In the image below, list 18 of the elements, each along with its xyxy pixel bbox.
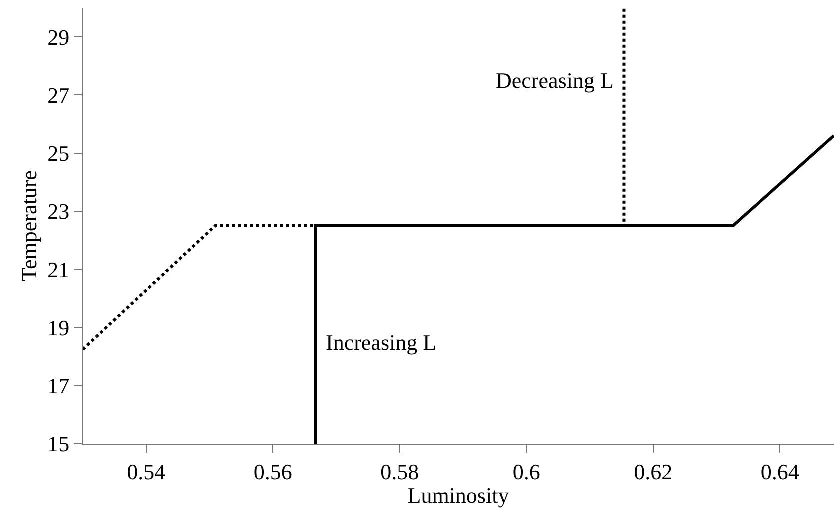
y-tick-label: 23 (48, 199, 70, 224)
y-tick-label: 27 (48, 82, 70, 108)
y-tick-label: 29 (48, 24, 70, 50)
y-tick-label: 25 (48, 141, 70, 166)
x-axis-title: Luminosity (408, 483, 510, 508)
y-tick-label: 15 (48, 432, 70, 457)
y-tick-label: 17 (48, 374, 70, 399)
y-axis-title: Temperature (16, 170, 42, 282)
x-tick-label: 0.6 (512, 459, 540, 484)
x-tick-label: 0.62 (634, 459, 673, 484)
x-tick-label: 0.56 (254, 459, 292, 484)
annotation: Increasing L (326, 330, 437, 355)
y-tick-label: 19 (48, 315, 70, 340)
annotation: Decreasing L (496, 68, 614, 93)
x-tick-label: 0.54 (127, 459, 166, 484)
x-tick-label: 0.58 (380, 459, 420, 484)
x-tick-label: 0.64 (760, 459, 800, 484)
y-tick-label: 21 (48, 257, 70, 282)
